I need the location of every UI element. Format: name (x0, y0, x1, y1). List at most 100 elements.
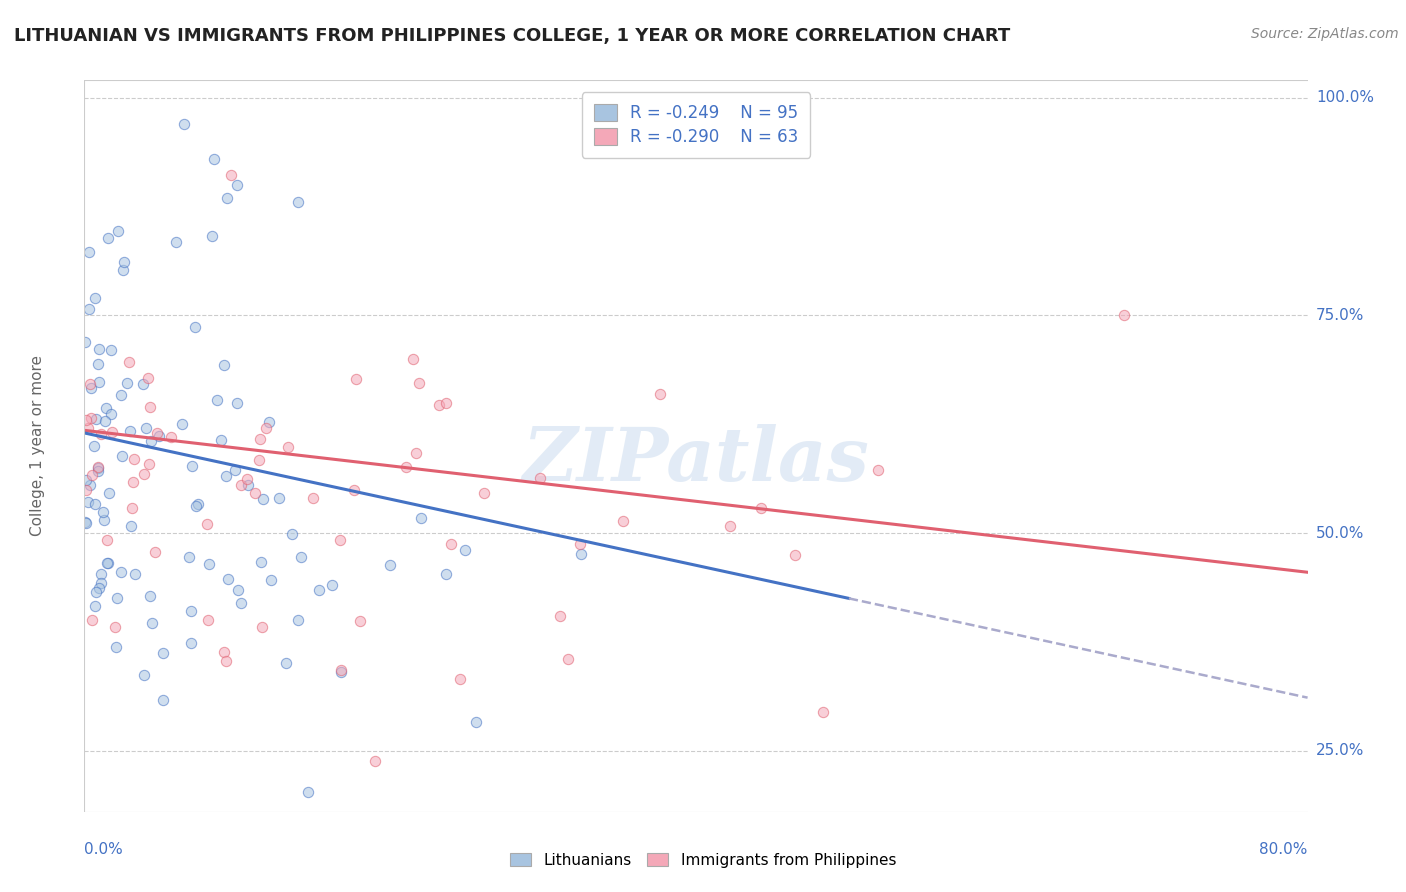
Point (718, 519, 741, 533)
Point (138, 457, 160, 471)
Point (172, 417, 194, 432)
Point (215, 191, 238, 205)
Point (257, 415, 280, 429)
Point (112, 255, 135, 269)
Point (378, 558, 401, 572)
Point (405, 446, 427, 460)
Point (297, 785, 319, 799)
Point (472, 486, 495, 500)
Point (122, 452, 145, 467)
Point (329, 533, 352, 547)
Point (277, 441, 299, 455)
Point (548, 608, 571, 623)
Point (330, 663, 353, 677)
Point (80, 381, 103, 395)
Point (86, 460, 108, 475)
Point (118, 424, 141, 438)
Point (87, 343, 110, 357)
Point (260, 573, 283, 587)
Point (205, 392, 228, 407)
Point (1114, 309, 1136, 323)
Point (84, 291, 107, 305)
Text: 80.0%: 80.0% (1260, 842, 1308, 857)
Point (408, 376, 430, 390)
Point (98, 485, 121, 500)
Point (138, 401, 160, 415)
Point (250, 620, 273, 634)
Point (93, 513, 115, 527)
Point (132, 668, 155, 682)
Point (219, 168, 242, 182)
Point (785, 548, 807, 562)
Point (179, 550, 201, 565)
Text: 25.0%: 25.0% (1316, 743, 1364, 758)
Point (321, 578, 343, 592)
Point (349, 614, 371, 628)
Point (165, 235, 187, 249)
Point (201, 228, 224, 243)
Point (77, 495, 100, 509)
Point (180, 604, 202, 618)
Point (449, 672, 471, 686)
Text: 50.0%: 50.0% (1316, 525, 1364, 541)
Point (75, 516, 97, 530)
Point (198, 558, 221, 572)
Point (117, 376, 139, 390)
Point (231, 478, 253, 492)
Point (96, 533, 118, 547)
Point (87, 461, 110, 475)
Point (97, 556, 120, 570)
Point (465, 714, 488, 729)
Point (121, 500, 143, 515)
Point (111, 449, 134, 463)
Point (104, 620, 127, 634)
Point (141, 615, 163, 630)
Point (440, 537, 463, 551)
Point (90, 567, 112, 582)
Text: LITHUANIAN VS IMMIGRANTS FROM PHILIPPINES COLLEGE, 1 YEAR OR MORE CORRELATION CH: LITHUANIAN VS IMMIGRANTS FROM PHILIPPINE… (14, 27, 1011, 45)
Point (287, 195, 309, 210)
Point (226, 178, 249, 192)
Point (75, 483, 97, 497)
Point (281, 527, 304, 541)
Point (173, 117, 195, 131)
Point (84, 497, 107, 511)
Point (110, 388, 132, 402)
Point (329, 665, 352, 680)
Point (118, 355, 141, 369)
Legend: R = -0.249    N = 95, R = -0.290    N = 63: R = -0.249 N = 95, R = -0.290 N = 63 (582, 92, 810, 158)
Point (87, 464, 110, 478)
Point (650, 387, 672, 401)
Point (122, 475, 145, 490)
Point (197, 614, 219, 628)
Point (267, 491, 290, 505)
Point (308, 583, 330, 598)
Point (75, 413, 97, 427)
Point (77, 244, 100, 259)
Point (75, 334, 97, 349)
Point (100, 408, 122, 422)
Point (124, 567, 146, 582)
Text: ZIPatlas: ZIPatlas (523, 425, 869, 497)
Point (110, 565, 132, 579)
Point (97, 231, 120, 245)
Point (83, 439, 105, 453)
Point (148, 428, 170, 442)
Point (186, 499, 208, 513)
Point (86, 357, 108, 371)
Point (215, 469, 238, 483)
Point (568, 537, 591, 551)
Point (243, 485, 266, 500)
Point (249, 432, 271, 446)
Point (290, 550, 312, 565)
Point (224, 463, 246, 477)
Point (557, 652, 579, 666)
Point (80, 468, 103, 483)
Legend: Lithuanians, Immigrants from Philippines: Lithuanians, Immigrants from Philippines (502, 845, 904, 875)
Point (212, 358, 235, 372)
Point (136, 371, 159, 385)
Point (84, 584, 107, 599)
Point (228, 582, 250, 597)
Point (96, 556, 118, 570)
Point (93, 414, 115, 428)
